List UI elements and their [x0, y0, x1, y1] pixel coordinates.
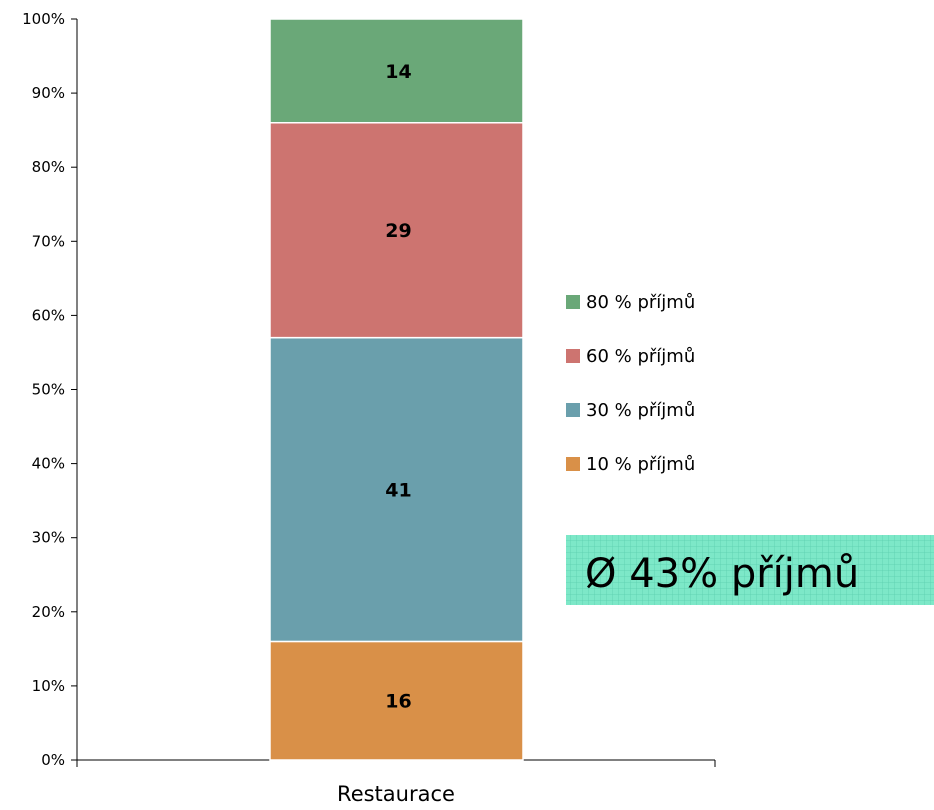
legend-label: 30 % příjmů	[586, 400, 695, 421]
average-annotation: Ø 43% příjmů	[566, 535, 934, 605]
bar-segment	[269, 18, 524, 124]
legend-swatch	[566, 457, 580, 471]
y-tick-label: 40%	[32, 455, 65, 473]
bar-segment	[269, 640, 524, 761]
bar-value-label: 16	[385, 691, 411, 713]
y-tick-label: 0%	[41, 751, 65, 769]
bar-value-label: 29	[385, 220, 411, 242]
legend-label: 60 % příjmů	[586, 346, 695, 367]
y-tick-label: 20%	[32, 603, 65, 621]
bar-stack	[269, 18, 524, 761]
y-tick-label: 100%	[22, 10, 65, 28]
bar-segment	[269, 336, 524, 643]
bar-value-label: 41	[385, 480, 411, 502]
annotation-text: Ø 43% příjmů	[585, 551, 859, 597]
y-axis: 0% 10% 20% 30% 40% 50% 60% 70% 80% 90% 100%	[22, 10, 78, 769]
bar-value-label: 14	[385, 61, 411, 83]
legend-swatch	[566, 403, 580, 417]
x-category-label: Restaurace	[337, 782, 455, 806]
legend-label: 10 % příjmů	[586, 454, 695, 475]
legend-swatch	[566, 349, 580, 363]
data-labels: 16 41 29 14	[385, 61, 411, 713]
y-tick-label: 90%	[32, 84, 65, 102]
legend-swatch	[566, 295, 580, 309]
legend-label: 80 % příjmů	[586, 292, 695, 313]
y-tick-label: 70%	[32, 232, 65, 250]
y-tick-label: 30%	[32, 529, 65, 547]
annotation-grid-overlay	[566, 535, 934, 605]
y-tick-label: 60%	[32, 306, 65, 324]
y-tick-label: 50%	[32, 381, 65, 399]
bar-segment	[269, 121, 524, 339]
y-tick-label: 80%	[32, 158, 65, 176]
legend: 80 % příjmů 60 % příjmů 30 % příjmů 10 % př…	[566, 292, 695, 475]
y-tick-label: 10%	[32, 677, 65, 695]
x-axis: Restaurace	[76, 759, 716, 806]
